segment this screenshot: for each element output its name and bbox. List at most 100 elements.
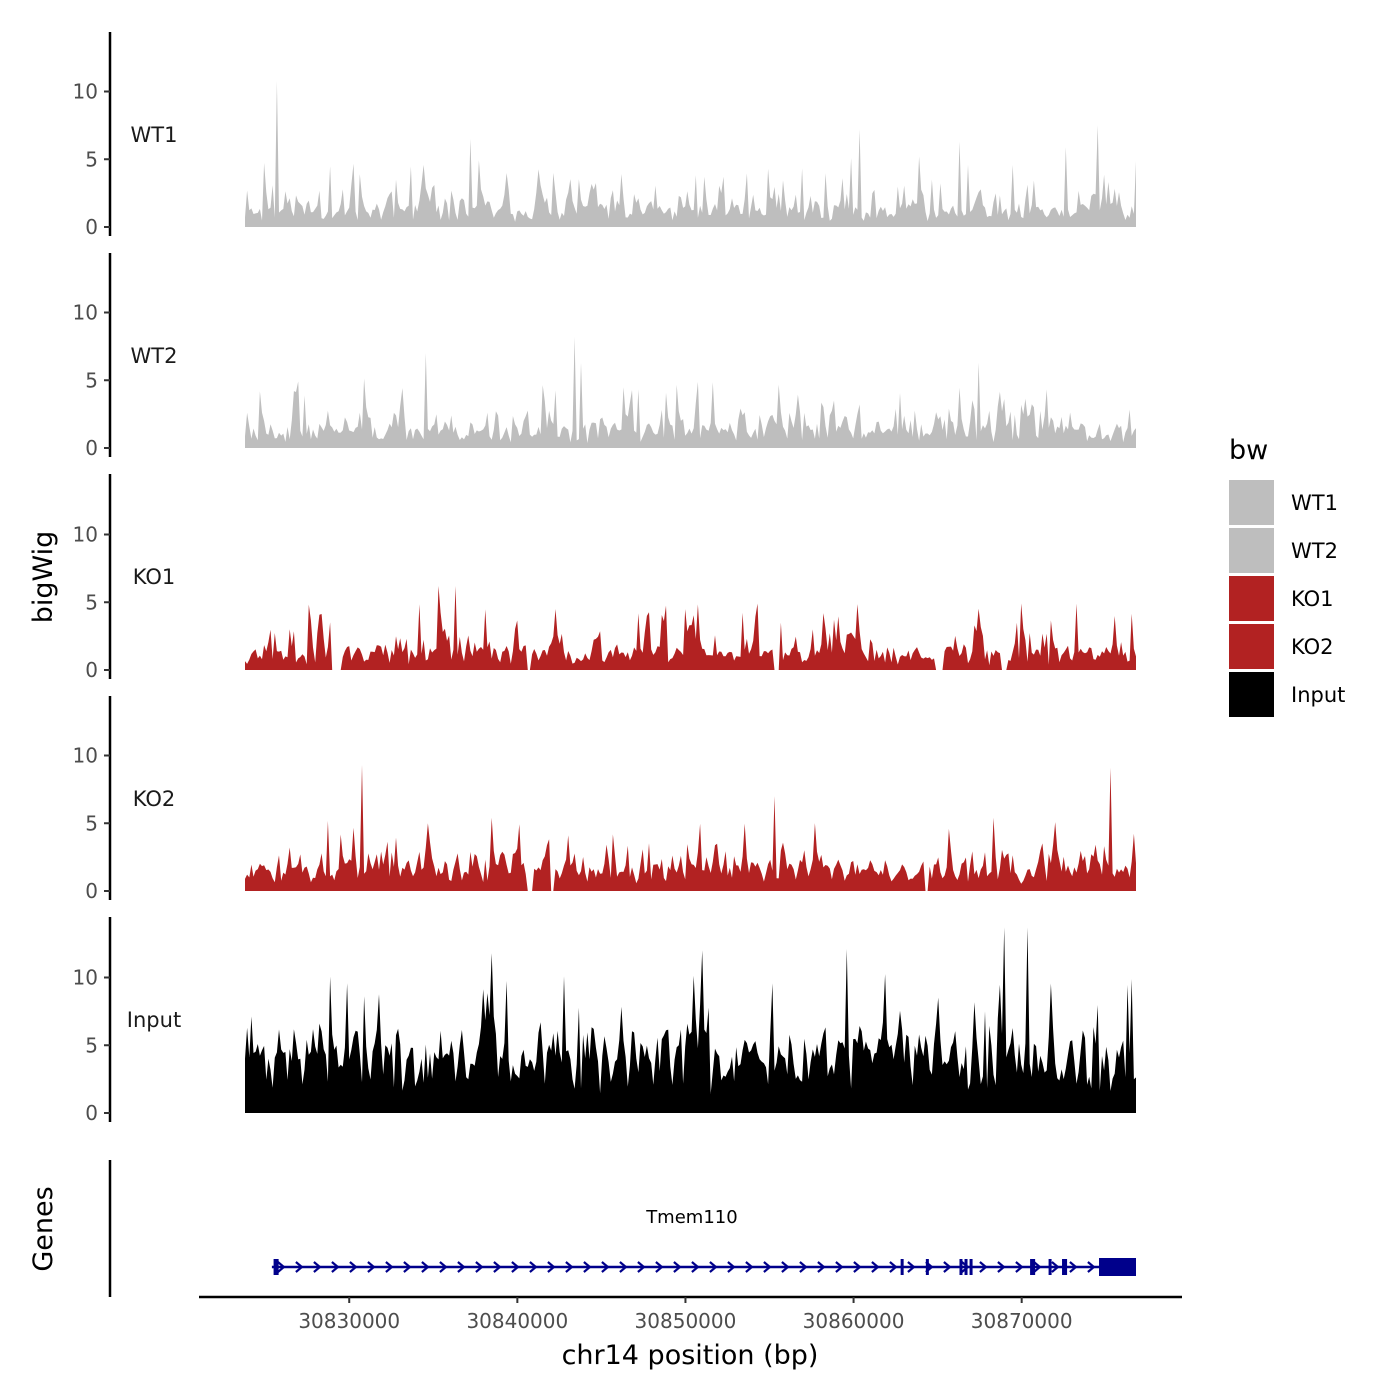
y-tick-label: 5 bbox=[85, 147, 98, 171]
x-axis: 30830000 30840000 30850000 30860000 30870000 bbox=[199, 1295, 1182, 1333]
strand-arrow bbox=[745, 1261, 754, 1273]
y-tick-label: 0 bbox=[85, 879, 98, 903]
strand-arrow bbox=[349, 1261, 358, 1273]
strand-arrow bbox=[997, 1261, 1006, 1273]
coverage-area-wt2 bbox=[245, 336, 1136, 448]
strand-arrow bbox=[295, 1261, 304, 1273]
y-tick-label: 5 bbox=[85, 590, 98, 614]
track-ko2: 0 5 10 KO2 bbox=[73, 696, 1136, 903]
x-tick-label: 30840000 bbox=[466, 1309, 568, 1333]
legend-label: WT2 bbox=[1291, 539, 1338, 563]
track-input: 0 5 10 Input bbox=[73, 917, 1136, 1125]
track-ko1: 0 5 10 KO1 bbox=[73, 474, 1136, 682]
genes-track-title: Genes bbox=[28, 1186, 59, 1271]
strand-arrow bbox=[1087, 1261, 1096, 1273]
y-tick-label: 0 bbox=[85, 436, 98, 460]
gene-exon bbox=[1062, 1259, 1068, 1275]
legend-swatch bbox=[1229, 672, 1274, 717]
gene-exon bbox=[1099, 1258, 1136, 1276]
track-label: KO1 bbox=[133, 565, 176, 589]
gene-exon bbox=[925, 1259, 929, 1275]
strand-arrow bbox=[637, 1261, 646, 1273]
strand-arrow bbox=[1033, 1261, 1042, 1273]
legend: bw WT1 WT2 KO1 KO2 Input bbox=[1229, 435, 1345, 717]
strand-arrow bbox=[889, 1261, 898, 1273]
strand-arrow bbox=[439, 1261, 448, 1273]
strand-arrow bbox=[277, 1261, 286, 1273]
strand-arrow bbox=[691, 1261, 700, 1273]
track-wt2: 0 5 10 WT2 bbox=[73, 253, 1136, 460]
strand-arrow bbox=[763, 1261, 772, 1273]
strand-arrow bbox=[601, 1261, 610, 1273]
track-label: WT2 bbox=[131, 344, 178, 368]
strand-arrow bbox=[907, 1261, 916, 1273]
x-tick-label: 30830000 bbox=[298, 1309, 400, 1333]
y-tick-label: 10 bbox=[73, 523, 98, 547]
coverage-area-ko2 bbox=[245, 765, 1136, 891]
coverage-area-input bbox=[245, 927, 1136, 1113]
gene-exon bbox=[1030, 1259, 1036, 1275]
strand-arrow bbox=[961, 1261, 970, 1273]
strand-arrow bbox=[979, 1261, 988, 1273]
strand-arrow bbox=[817, 1261, 826, 1273]
strand-arrow bbox=[655, 1261, 664, 1273]
legend-label: KO2 bbox=[1291, 635, 1334, 659]
y-tick-label: 10 bbox=[73, 301, 98, 325]
legend-label: WT1 bbox=[1291, 491, 1338, 515]
coverage-area-ko1 bbox=[245, 586, 1136, 670]
strand-arrow bbox=[475, 1261, 484, 1273]
y-axis-title: bigWig bbox=[28, 531, 59, 624]
legend-label: KO1 bbox=[1291, 587, 1334, 611]
strand-arrow bbox=[619, 1261, 628, 1273]
strand-arrow bbox=[1051, 1261, 1060, 1273]
gene-exon bbox=[964, 1259, 968, 1275]
strand-arrow bbox=[313, 1261, 322, 1273]
strand-arrow bbox=[529, 1261, 538, 1273]
strand-arrow bbox=[781, 1261, 790, 1273]
gene-exon bbox=[900, 1259, 904, 1275]
gene-name-label: Tmem110 bbox=[645, 1207, 738, 1228]
gene-exon bbox=[1048, 1259, 1052, 1275]
strand-arrow bbox=[871, 1261, 880, 1273]
legend-swatch bbox=[1229, 528, 1274, 573]
strand-arrow bbox=[421, 1261, 430, 1273]
y-tick-label: 0 bbox=[85, 215, 98, 239]
strand-arrow bbox=[727, 1261, 736, 1273]
strand-arrow bbox=[583, 1261, 592, 1273]
genes-track: Genes Tmem110 bbox=[28, 1160, 1136, 1297]
y-tick-label: 5 bbox=[85, 368, 98, 392]
legend-swatch bbox=[1229, 576, 1274, 621]
gene-exon bbox=[959, 1259, 963, 1275]
strand-arrow bbox=[673, 1261, 682, 1273]
y-tick-label: 0 bbox=[85, 1101, 98, 1125]
strand-arrow bbox=[367, 1261, 376, 1273]
strand-arrow bbox=[799, 1261, 808, 1273]
strand-arrow bbox=[943, 1261, 952, 1273]
legend-label: Input bbox=[1291, 683, 1345, 707]
strand-arrow bbox=[565, 1261, 574, 1273]
y-tick-label: 5 bbox=[85, 811, 98, 835]
coverage-tracks: 0 5 10 WT1 0 5 10 WT2 0 5 10 KO1 0 5 10 KO2 0 5 10 Input bbox=[73, 32, 1136, 1125]
strand-arrow bbox=[385, 1261, 394, 1273]
strand-arrow bbox=[331, 1261, 340, 1273]
y-tick-label: 0 bbox=[85, 658, 98, 682]
strand-arrow bbox=[547, 1261, 556, 1273]
y-tick-label: 10 bbox=[73, 966, 98, 990]
track-label: KO2 bbox=[133, 787, 176, 811]
strand-arrow bbox=[835, 1261, 844, 1273]
strand-arrow bbox=[493, 1261, 502, 1273]
x-axis-title: chr14 position (bp) bbox=[562, 1340, 819, 1371]
x-tick-label: 30860000 bbox=[803, 1309, 905, 1333]
track-wt1: 0 5 10 WT1 bbox=[73, 32, 1136, 239]
strand-arrow bbox=[403, 1261, 412, 1273]
gene-exon bbox=[969, 1259, 973, 1275]
strand-arrow bbox=[1069, 1261, 1078, 1273]
strand-arrow bbox=[709, 1261, 718, 1273]
track-label: WT1 bbox=[131, 123, 178, 147]
track-label: Input bbox=[127, 1008, 181, 1032]
gene-exon bbox=[273, 1259, 279, 1275]
legend-swatch bbox=[1229, 624, 1274, 669]
y-tick-label: 5 bbox=[85, 1033, 98, 1057]
